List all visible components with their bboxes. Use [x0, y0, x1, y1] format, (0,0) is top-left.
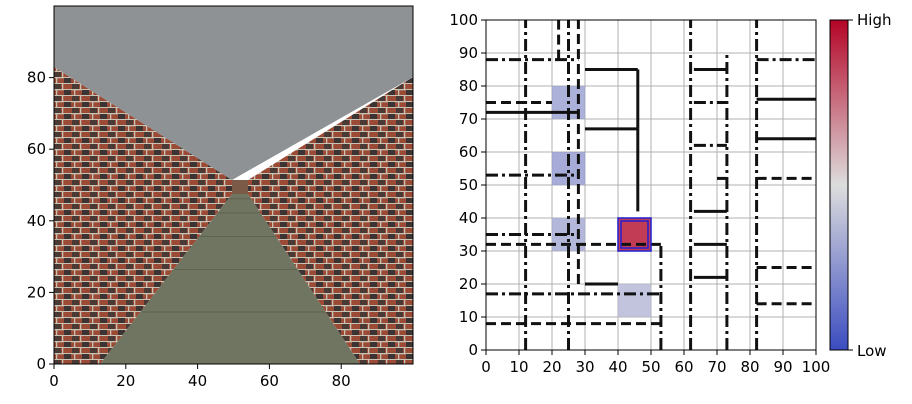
map-x-tick-label: 20: [542, 358, 561, 376]
heat-cell: [618, 284, 651, 317]
view-y-tick-label: 60: [27, 140, 46, 158]
map-x-tick-label: 60: [674, 358, 693, 376]
map-y-tick-label: 60: [459, 143, 478, 161]
view-x-tick-label: 80: [332, 372, 351, 390]
right-brick-wall: [248, 77, 413, 364]
map-x-tick-label: 70: [707, 358, 726, 376]
view-frame: [53, 5, 414, 365]
view-x-tick-label: 0: [49, 372, 59, 390]
agent-highlight: [617, 217, 652, 252]
maze-walls: [486, 20, 816, 350]
map-y-tick-label: 40: [459, 209, 478, 227]
map-x-tick-label: 0: [481, 358, 491, 376]
map-x-tick-label: 100: [802, 358, 831, 376]
heat-cell: [618, 218, 651, 251]
map-y-tick-label: 70: [459, 110, 478, 128]
colorbar-high-label: High: [857, 11, 891, 29]
map-x-tick-label: 50: [641, 358, 660, 376]
left-brick-wall: [54, 67, 232, 364]
map-x-tick-label: 10: [509, 358, 528, 376]
agent-position-inner-box: [620, 220, 649, 249]
agent-position-box: [617, 217, 652, 252]
map-y-tick-label: 30: [459, 242, 478, 260]
map-y-axis: 0 10 20 30 40 50 60 70 80 90 100: [449, 11, 486, 359]
view-x-tick-label: 20: [116, 372, 135, 390]
map-y-tick-label: 10: [459, 308, 478, 326]
map-y-tick-label: 90: [459, 44, 478, 62]
colorbar-low-label: Low: [857, 342, 887, 360]
map-y-tick-label: 50: [459, 176, 478, 194]
heat-cells: [552, 86, 651, 317]
view-x-tick-label: 60: [260, 372, 279, 390]
view-y-tick-label: 0: [36, 355, 46, 373]
map-y-tick-label: 0: [468, 341, 478, 359]
map-y-tick-label: 80: [459, 77, 478, 95]
corridor-scene-image: [54, 6, 413, 364]
map-x-tick-label: 30: [575, 358, 594, 376]
map-x-axis: 0 10 20 30 40 50 60 70 80 90 100: [481, 350, 830, 376]
map-y-tick-label: 100: [449, 11, 478, 29]
first-person-view-panel: 0 20 40 60 80 0 20 40 60 80: [27, 5, 414, 390]
view-y-tick-label: 40: [27, 212, 46, 230]
view-y-axis: 0 20 40 60 80: [27, 69, 54, 373]
corridor-end: [232, 180, 248, 194]
colorbar-gradient: [829, 19, 849, 351]
map-y-tick-label: 20: [459, 275, 478, 293]
maze-map-panel: 0 10 20 30 40 50 60 70 80 90 100 0 10 20 30 40 50 60 70 80…: [449, 11, 830, 376]
colorbar: High Low: [829, 11, 891, 360]
floor: [100, 194, 360, 364]
view-x-tick-label: 40: [188, 372, 207, 390]
map-x-tick-label: 40: [608, 358, 627, 376]
map-x-tick-label: 90: [773, 358, 792, 376]
view-y-tick-label: 20: [27, 283, 46, 301]
ceiling: [54, 6, 413, 180]
view-x-axis: 0 20 40 60 80: [49, 364, 351, 390]
view-y-tick-label: 80: [27, 69, 46, 87]
map-x-tick-label: 80: [740, 358, 759, 376]
